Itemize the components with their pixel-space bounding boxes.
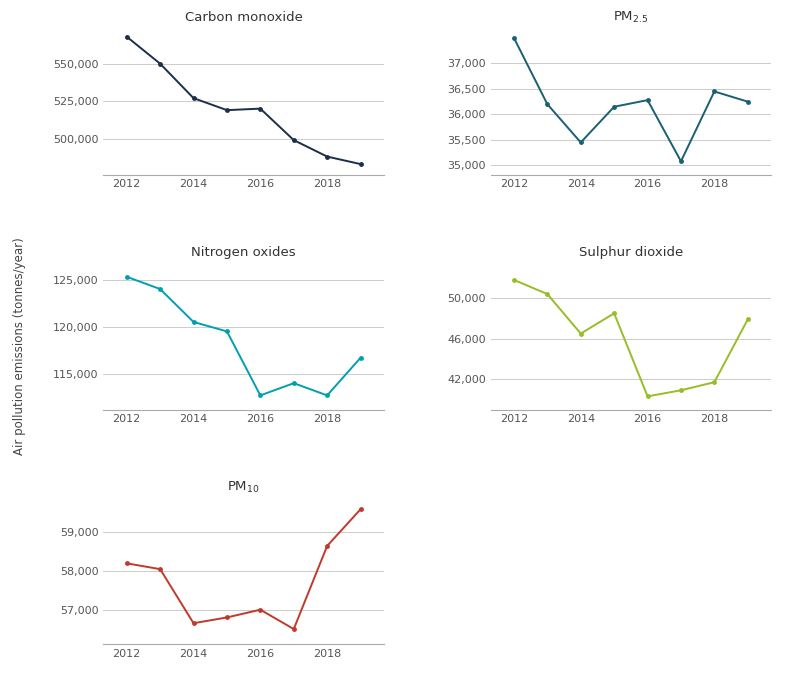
Title: PM$_{2.5}$: PM$_{2.5}$ bbox=[613, 10, 649, 25]
Title: Carbon monoxide: Carbon monoxide bbox=[184, 11, 303, 24]
Text: Air pollution emissions (tonnes/year): Air pollution emissions (tonnes/year) bbox=[14, 238, 26, 455]
Title: Nitrogen oxides: Nitrogen oxides bbox=[192, 246, 296, 258]
Title: Sulphur dioxide: Sulphur dioxide bbox=[579, 246, 683, 258]
Title: PM$_{10}$: PM$_{10}$ bbox=[227, 480, 260, 495]
